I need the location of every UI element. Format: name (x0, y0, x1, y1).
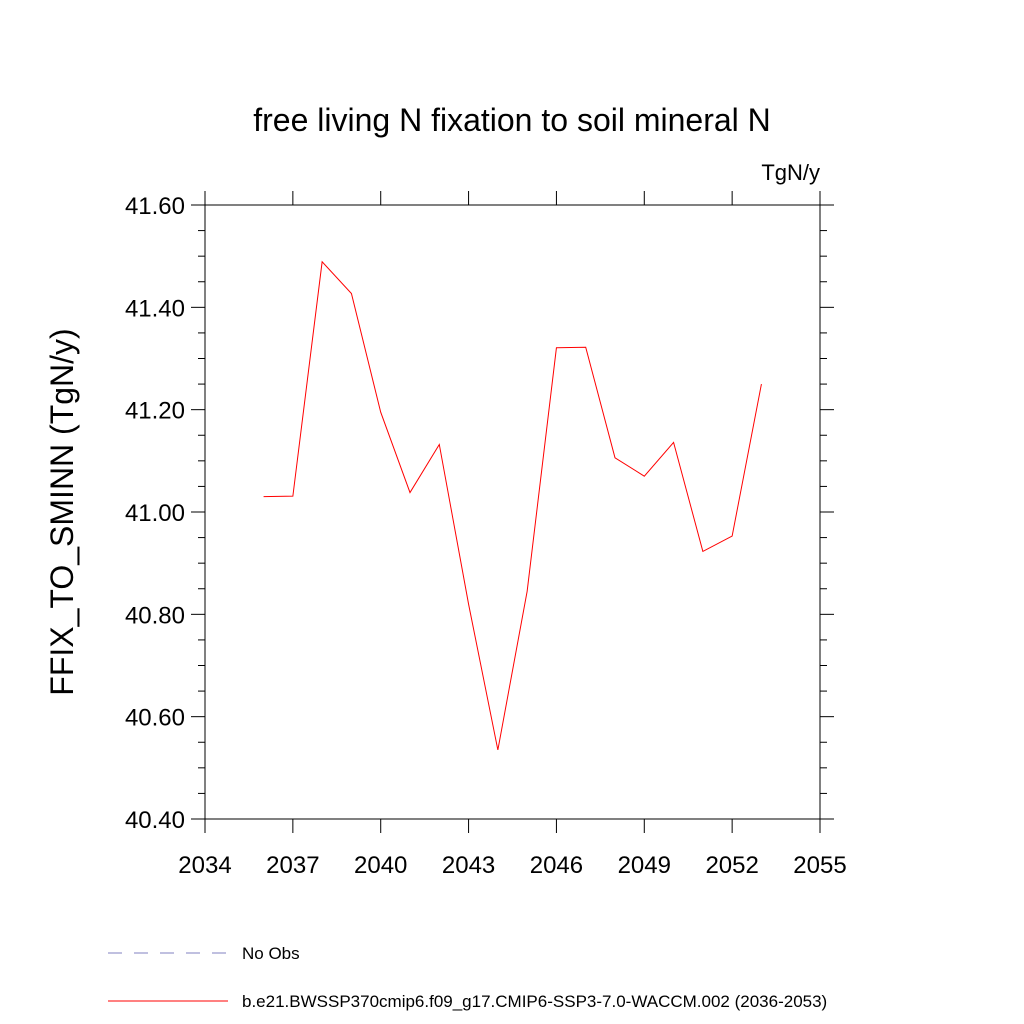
x-tick-label: 2049 (618, 852, 671, 879)
y-tick-label: 41.40 (125, 295, 185, 322)
legend: No Obs b.e21.BWSSP370cmip6.f09_g17.CMIP6… (108, 944, 827, 1011)
y-tick-label: 40.40 (125, 807, 185, 834)
x-tick-label: 2046 (530, 852, 583, 879)
x-tick-label: 2037 (266, 852, 319, 879)
legend-label-no-obs: No Obs (242, 944, 300, 963)
x-tick-label: 2043 (442, 852, 495, 879)
series-lines (263, 260, 762, 751)
plot-frame (204, 204, 821, 820)
x-tick-label: 2052 (705, 852, 758, 879)
y-tick-label: 41.20 (125, 398, 185, 425)
y-tick-label: 41.00 (125, 500, 185, 527)
y-tick-label: 41.60 (125, 193, 185, 220)
y-tick-label: 40.60 (125, 705, 185, 732)
legend-label-model: b.e21.BWSSP370cmip6.f09_g17.CMIP6-SSP3-7… (242, 992, 827, 1011)
chart-title: free living N fixation to soil mineral N (253, 102, 771, 138)
x-tick-label: 2055 (793, 852, 846, 879)
y-tick-label: 40.80 (125, 602, 185, 629)
x-tick-label: 2034 (178, 852, 231, 879)
units-label: TgN/y (761, 160, 820, 185)
y-tick-labels: 40.40 40.60 40.80 41.00 41.20 41.40 41.60 (125, 193, 185, 834)
x-tick-label: 2040 (354, 852, 407, 879)
y-axis-label: FFIX_TO_SMINN (TgN/y) (44, 328, 80, 695)
series-line (263, 260, 762, 751)
x-tick-labels: 2034 2037 2040 2043 2046 2049 2052 2055 (178, 852, 846, 879)
axis-ticks (191, 191, 834, 833)
